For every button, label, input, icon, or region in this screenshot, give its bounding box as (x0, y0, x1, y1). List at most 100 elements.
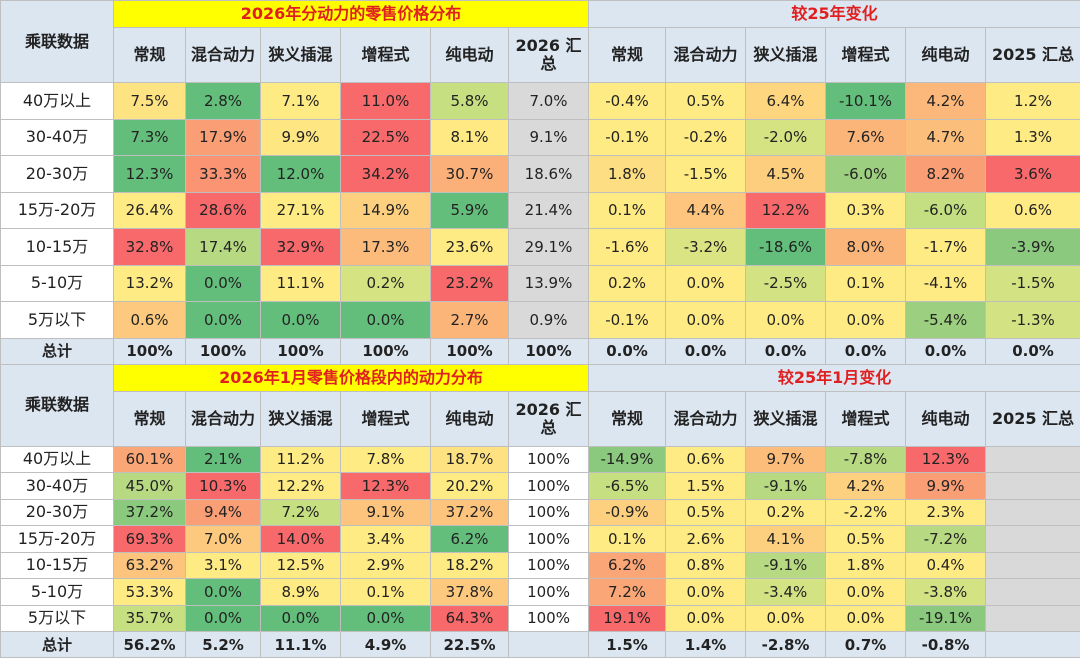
data-cell: -0.2% (666, 119, 746, 156)
data-cell: 30.7% (431, 156, 509, 193)
row-label: 40万以上 (1, 446, 114, 473)
column-header: 混合动力 (666, 28, 746, 83)
empty-cell (986, 605, 1080, 632)
data-cell: 23.6% (431, 229, 509, 266)
data-cell: 0.4% (906, 552, 986, 579)
data-cell: 4.1% (746, 526, 826, 553)
column-header: 2025 汇总 (986, 391, 1080, 446)
total-cell: 0.7% (826, 632, 906, 658)
data-cell: 0.2% (341, 265, 431, 302)
row-label: 10-15万 (1, 229, 114, 266)
data-cell: 18.6% (509, 156, 589, 193)
column-header: 纯电动 (906, 28, 986, 83)
data-cell: 100% (509, 526, 589, 553)
row-label: 20-30万 (1, 499, 114, 526)
data-cell: -1.5% (986, 265, 1080, 302)
data-cell: -10.1% (826, 83, 906, 120)
data-cell: 0.5% (666, 83, 746, 120)
data-cell: 12.3% (906, 446, 986, 473)
data-cell: -1.5% (666, 156, 746, 193)
data-cell: 6.2% (589, 552, 666, 579)
column-header: 狭义插混 (261, 28, 341, 83)
column-header: 增程式 (341, 28, 431, 83)
data-cell: 100% (509, 552, 589, 579)
data-cell: 21.4% (509, 192, 589, 229)
total-cell: 100% (114, 338, 186, 364)
data-cell: 45.0% (114, 473, 186, 500)
empty-cell (986, 499, 1080, 526)
data-cell: 3.6% (986, 156, 1080, 193)
data-cell: -7.8% (826, 446, 906, 473)
data-cell: 0.2% (746, 499, 826, 526)
data-cell: 37.8% (431, 579, 509, 606)
data-cell: 4.7% (906, 119, 986, 156)
row-label: 30-40万 (1, 473, 114, 500)
data-cell: 27.1% (261, 192, 341, 229)
data-cell: 0.0% (186, 265, 261, 302)
data-cell: 7.2% (589, 579, 666, 606)
data-cell: -18.6% (746, 229, 826, 266)
data-cell: 17.3% (341, 229, 431, 266)
data-cell: 32.8% (114, 229, 186, 266)
data-cell: -19.1% (906, 605, 986, 632)
data-cell: -1.3% (986, 302, 1080, 339)
column-header: 2026 汇总 (509, 28, 589, 83)
section-title: 2026年分动力的零售价格分布 (114, 1, 589, 28)
section-title: 2026年1月零售价格段内的动力分布 (114, 364, 589, 391)
data-cell: 9.1% (509, 119, 589, 156)
column-header: 常规 (114, 28, 186, 83)
data-cell: 0.1% (589, 526, 666, 553)
data-cell: 1.8% (589, 156, 666, 193)
row-label: 20-30万 (1, 156, 114, 193)
data-cell: 35.7% (114, 605, 186, 632)
column-header: 狭义插混 (746, 391, 826, 446)
data-cell: 12.3% (341, 473, 431, 500)
data-cell: 0.0% (826, 579, 906, 606)
data-cell: 20.2% (431, 473, 509, 500)
column-header: 狭义插混 (746, 28, 826, 83)
data-cell: 63.2% (114, 552, 186, 579)
data-cell: 0.0% (341, 302, 431, 339)
row-label: 5万以下 (1, 605, 114, 632)
data-cell: 0.0% (666, 605, 746, 632)
row-label: 40万以上 (1, 83, 114, 120)
data-cell: 34.2% (341, 156, 431, 193)
data-cell: 100% (509, 499, 589, 526)
data-cell: -0.1% (589, 302, 666, 339)
data-cell: 3.4% (341, 526, 431, 553)
data-cell: 9.7% (746, 446, 826, 473)
empty-cell (986, 552, 1080, 579)
data-cell: 2.1% (186, 446, 261, 473)
section-title: 较25年变化 (589, 1, 1080, 28)
row-label: 15万-20万 (1, 526, 114, 553)
data-cell: 12.2% (746, 192, 826, 229)
data-cell: 9.1% (341, 499, 431, 526)
data-cell: 0.0% (666, 265, 746, 302)
data-cell: 100% (509, 579, 589, 606)
total-cell: 0.0% (746, 338, 826, 364)
data-cell: 0.1% (589, 192, 666, 229)
total-cell: 100% (261, 338, 341, 364)
data-cell: 7.5% (114, 83, 186, 120)
data-cell: 0.0% (666, 579, 746, 606)
column-header: 常规 (589, 28, 666, 83)
data-cell: 0.1% (341, 579, 431, 606)
total-cell: 56.2% (114, 632, 186, 658)
section-title: 较25年1月变化 (589, 364, 1080, 391)
data-cell: 0.0% (186, 579, 261, 606)
empty-cell (986, 446, 1080, 473)
data-cell: 19.1% (589, 605, 666, 632)
data-cell: 0.9% (509, 302, 589, 339)
row-label: 5万以下 (1, 302, 114, 339)
column-header: 纯电动 (431, 28, 509, 83)
data-cell: 64.3% (431, 605, 509, 632)
data-cell: 8.9% (261, 579, 341, 606)
data-cell: 11.2% (261, 446, 341, 473)
